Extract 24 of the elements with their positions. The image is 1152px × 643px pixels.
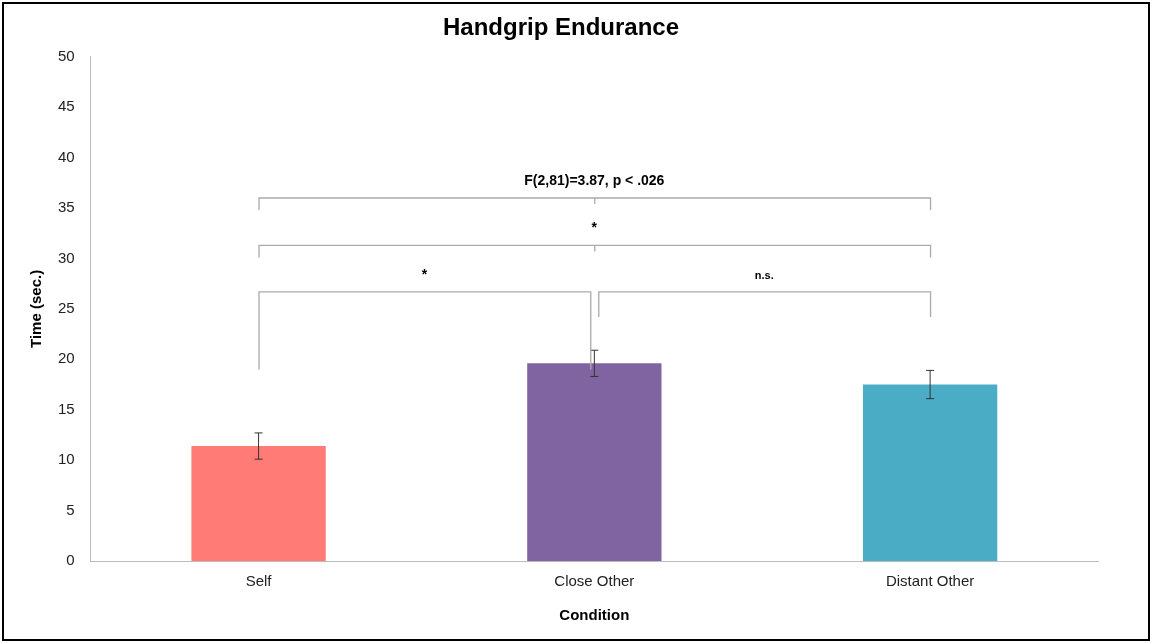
- annotation: *: [591, 219, 598, 236]
- bar: [527, 363, 662, 561]
- y-tick-label: 5: [66, 500, 75, 518]
- bar: [862, 384, 998, 561]
- y-tick-label: 0: [66, 551, 75, 569]
- x-axis-title: Condition: [559, 606, 630, 624]
- bar: [191, 446, 326, 561]
- y-axis-title: Time (sec.): [27, 269, 45, 348]
- y-tick-label: 45: [58, 97, 75, 115]
- y-tick-label: 30: [58, 248, 75, 266]
- y-tick-label: 35: [58, 198, 75, 216]
- annotation: *: [421, 265, 428, 282]
- y-tick-label: 20: [58, 349, 75, 367]
- x-tick-label: Close Other: [554, 572, 635, 590]
- y-tick-label: 50: [58, 46, 75, 64]
- y-tick-label: 25: [58, 299, 75, 317]
- y-tick-label: 40: [58, 147, 75, 165]
- x-tick-label: Self: [245, 572, 273, 590]
- y-tick-label: 15: [58, 399, 75, 417]
- x-tick-label: Distant Other: [885, 572, 975, 590]
- annotation: F(2,81)=3.87, p < .026: [524, 171, 665, 188]
- y-tick-label: 10: [58, 450, 75, 468]
- chart-title: Handgrip Endurance: [442, 13, 680, 41]
- annotation: n.s.: [754, 269, 774, 282]
